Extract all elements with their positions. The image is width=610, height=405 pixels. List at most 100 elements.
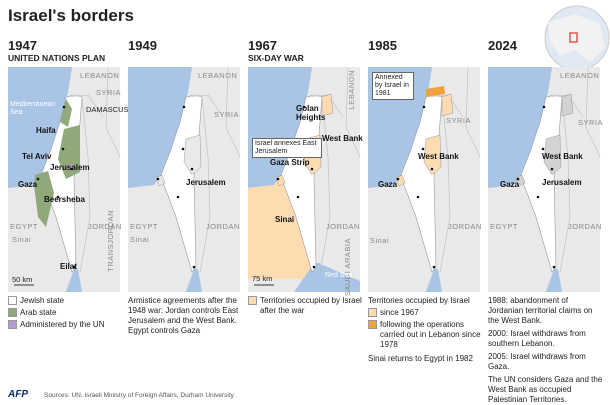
map-label: SYRIA: [578, 118, 604, 127]
gulf: [546, 269, 562, 292]
year: 1985: [368, 38, 397, 53]
city-dot: [276, 177, 280, 181]
map-label: West Bank: [418, 152, 459, 161]
city-dot: [430, 167, 434, 171]
legend-text: following the operations carried out in …: [380, 320, 481, 349]
legend: Armistice agreements after the 1948 war:…: [128, 296, 244, 339]
map-label: Gaza: [378, 180, 398, 189]
south-lebanon: [426, 86, 445, 97]
map: [128, 66, 241, 292]
map-label: SYRIA: [96, 88, 122, 97]
map-label: Haifa: [36, 126, 56, 135]
map-label: Jerusalem: [50, 163, 90, 172]
legend-item: Arab state: [8, 308, 124, 318]
city-dot: [542, 105, 546, 109]
map-label: Eilat: [60, 262, 77, 271]
gulf: [426, 269, 442, 292]
year: 2024: [488, 38, 517, 53]
legend-item: following the operations carried out in …: [368, 320, 484, 350]
map-label: SYRIA: [446, 116, 472, 125]
city-dot: [416, 195, 420, 199]
legend-item: Administered by the UN: [8, 320, 124, 330]
city-dot: [181, 147, 185, 151]
city-dot: [550, 167, 554, 171]
golan: [441, 93, 454, 117]
map-label: 50 km: [12, 275, 33, 284]
map-label: JORDAN: [568, 222, 602, 231]
border: [65, 66, 121, 273]
golan: [321, 93, 334, 117]
map-label: Red Sea: [325, 272, 353, 279]
subtitle: UNITED NATIONS PLAN: [8, 53, 106, 63]
map-label: LEBANON: [80, 71, 120, 80]
sea: [128, 67, 192, 188]
legend-swatch: [248, 296, 257, 305]
legend-item: Jewish state: [8, 296, 124, 306]
city-dot: [536, 195, 540, 199]
legend-swatch: [368, 320, 377, 329]
legend-swatch: [8, 320, 17, 329]
map-label: JORDAN: [206, 222, 240, 231]
city-dot: [36, 177, 40, 181]
subtitle: SIX-DAY WAR: [248, 53, 304, 63]
map: [488, 66, 601, 292]
legend: Territories occupied by Israel since 1967…: [368, 296, 484, 367]
map-label: EGYPT: [10, 222, 38, 231]
map-label: EGYPT: [490, 222, 518, 231]
map-label: LEBANON: [347, 70, 356, 110]
map-label: Sinai: [12, 235, 32, 244]
map-label: JORDAN: [326, 222, 360, 231]
city-dot: [72, 265, 76, 269]
city-dot: [70, 167, 74, 171]
west-bank: [183, 134, 202, 176]
legend-text: Jewish state: [20, 296, 65, 305]
year: 1967: [248, 38, 277, 53]
legend-item: Territories occupied by Israel after the…: [248, 296, 364, 316]
map-label: Gaza Strip: [270, 158, 310, 167]
globe-marker: [569, 32, 578, 43]
map-label: Gaza: [18, 180, 38, 189]
map-label: JORDAN: [448, 222, 482, 231]
arab-state: [60, 99, 72, 127]
sources: Sources: UN, Israeli Ministry of Foreign…: [44, 392, 234, 399]
map-label: Israel annexes East Jerusalem: [252, 138, 322, 158]
red-sea: [320, 265, 360, 292]
year: 1947: [8, 38, 37, 53]
map-label: EGYPT: [130, 222, 158, 231]
note: Sinai returns to Egypt in 1982: [368, 354, 473, 363]
legend: 1988: abandonment of Jordanian territori…: [488, 296, 604, 405]
map-label: 75 km: [252, 274, 273, 283]
map-label: West Bank: [542, 152, 583, 161]
city-dot: [310, 167, 314, 171]
note: 1988: abandonment of Jordanian territori…: [488, 296, 593, 325]
west-bank: [543, 134, 562, 176]
note: Armistice agreements after the 1948 war:…: [128, 296, 239, 335]
map-label: Annexed by Israel in 1981: [372, 72, 414, 100]
city-dot: [156, 177, 160, 181]
legend-text: Administered by the UN: [20, 320, 105, 329]
city-dot: [422, 105, 426, 109]
arab-state: [58, 125, 80, 179]
title: Israel's borders: [8, 6, 134, 25]
city-dot: [432, 265, 436, 269]
legend-item: since 1967: [368, 308, 484, 318]
city-dot: [190, 167, 194, 171]
city-dot: [176, 195, 180, 199]
map-label: Beersheba: [44, 195, 85, 204]
sea: [8, 67, 72, 188]
legend: Territories occupied by Israel after the…: [248, 296, 364, 318]
golan: [561, 93, 574, 117]
map-label: DAMASCUS: [86, 105, 129, 114]
gulf: [66, 269, 82, 292]
city-dot: [296, 195, 300, 199]
west-bank: [423, 134, 442, 176]
legend: Jewish state Arab state Administered by th…: [8, 296, 124, 332]
city-dot: [61, 147, 65, 151]
city-dot: [182, 105, 186, 109]
city-dot: [541, 147, 545, 151]
map-label: Sinai: [275, 215, 295, 224]
note: The UN considers Gaza and the West Bank …: [488, 375, 603, 404]
arab-state: [34, 171, 54, 227]
